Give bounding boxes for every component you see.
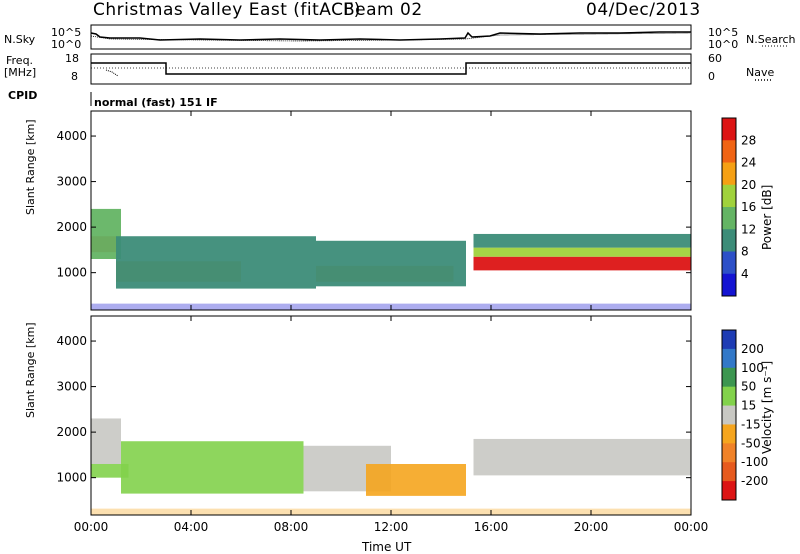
power-colorbar-swatch-4 [722, 207, 736, 230]
power-colorbar-frame [721, 117, 737, 297]
nave-label: Nave [746, 66, 775, 79]
power-colorbar-tick-2: 12 [741, 222, 756, 236]
time-xtick-label-2: 08:00 [274, 520, 309, 534]
velocity-colorbar-tick-5: -50 [741, 436, 761, 450]
freq-tick-bottom: 8 [71, 70, 78, 83]
velocity-band-5 [473, 438, 691, 476]
velocity-colorbar-tick-0: 200 [741, 342, 764, 356]
velocity-band-1 [121, 441, 304, 494]
power-colorbar-tick-3: 16 [741, 200, 756, 214]
power-colorbar-swatch-0 [722, 118, 736, 141]
freq-label: Freq. [6, 54, 34, 67]
power-ytick-label-1: 2000 [56, 220, 87, 234]
velocity-band-4 [366, 463, 466, 496]
velocity-colorbar-tick-3: 15 [741, 399, 756, 413]
power-colorbar-swatch-6 [722, 251, 736, 275]
power-band-6 [473, 256, 691, 271]
power-band-8 [473, 233, 691, 248]
velocity-colorbar-swatch-1 [722, 348, 736, 369]
nsearch-label: N.Search [746, 33, 796, 46]
velocity-colorbar-swatch-0 [722, 330, 736, 350]
nave-tick-top: 60 [708, 52, 722, 65]
velocity-band-0 [91, 418, 121, 464]
velocity-ytick-label-0: 1000 [56, 471, 87, 485]
time-xtick-label-0: 00:00 [74, 520, 109, 534]
velocity-colorbar-tick-2: 50 [741, 380, 756, 394]
time-xtick-label-4: 16:00 [474, 520, 509, 534]
noise-panel-frame [90, 24, 692, 50]
noise-sky-line [90, 31, 691, 41]
nsky-label: N.Sky [4, 33, 36, 46]
freq-line [91, 62, 691, 75]
power-colorbar-tick-6: 28 [741, 133, 756, 147]
velocity-colorbar-swatch-6 [722, 443, 736, 463]
time-xtick-label-1: 04:00 [174, 520, 209, 534]
time-xlabel: Time UT [362, 540, 412, 554]
power-colorbar-tick-4: 20 [741, 178, 756, 192]
velocity-colorbar-swatch-7 [722, 462, 736, 482]
power-band-7 [473, 247, 691, 257]
velocity-colorbar-frame [721, 329, 737, 501]
nave-tick-bottom: 0 [708, 70, 715, 83]
velocity-colorbar-swatch-3 [722, 386, 736, 407]
power-colorbar-tick-1: 8 [741, 245, 749, 259]
power-colorbar-tick-5: 24 [741, 156, 756, 170]
cpid-value: normal (fast) 151 IF [94, 96, 218, 109]
velocity-ytick-label-3: 4000 [56, 334, 87, 348]
power-colorbar-swatch-2 [722, 162, 736, 186]
power-band-3 [116, 236, 316, 289]
velocity-ytick-label-2: 3000 [56, 380, 87, 394]
freq-tick-top: 18 [65, 52, 79, 65]
freq-dip-line [105, 69, 119, 77]
noise-tick-right-top: 10^5 [708, 26, 739, 39]
velocity-band-2 [91, 463, 129, 478]
time-xtick-label-3: 12:00 [374, 520, 409, 534]
power-ytick-label-0: 1000 [56, 266, 87, 280]
velocity-colorbar-swatch-5 [722, 424, 736, 444]
velocity-colorbar-swatch-8 [722, 481, 736, 501]
time-xtick-label-5: 20:00 [574, 520, 609, 534]
velocity-colorbar-swatch-2 [722, 367, 736, 388]
velocity-colorbar-tick-4: -15 [741, 417, 761, 431]
noise-tick-top: 10^5 [51, 26, 82, 39]
power-colorbar-swatch-1 [722, 140, 736, 163]
freq-unit-label: [MHz] [4, 66, 37, 79]
time-xtick-label-6: 00:00 [674, 520, 709, 534]
velocity-ytick-label-1: 2000 [56, 425, 87, 439]
freq-panel-frame [90, 53, 692, 85]
power-ytick-label-2: 3000 [56, 175, 87, 189]
power-band-5 [316, 240, 466, 287]
velocity-colorbar-tick-6: -100 [741, 455, 768, 469]
velocity-colorbar-tick-1: 100 [741, 361, 764, 375]
power-colorbar-swatch-3 [722, 184, 736, 208]
noise-search-line [90, 32, 692, 42]
date-label: 04/Dec/2013 [586, 0, 701, 20]
cpid-label: CPID [8, 89, 38, 102]
power-colorbar-tick-0: 4 [741, 267, 749, 281]
radar-title: Christmas Valley East (fitACF) [93, 0, 361, 20]
velocity-colorbar-tick-7: -200 [741, 474, 768, 488]
noise-tick-right-bottom: 10^0 [708, 38, 739, 51]
velocity-colorbar-swatch-4 [722, 405, 736, 425]
beam-label: Beam 02 [343, 0, 423, 20]
noise-tick-bottom: 10^0 [51, 38, 82, 51]
power-ytick-label-3: 4000 [56, 129, 87, 143]
power-colorbar-swatch-5 [722, 229, 736, 252]
power-colorbar-swatch-7 [722, 273, 736, 297]
